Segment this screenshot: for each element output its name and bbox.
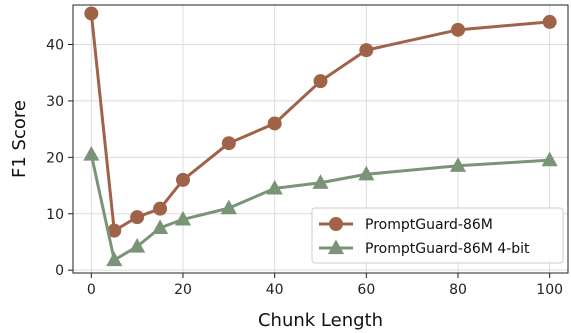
y-tick-label: 30 (46, 94, 64, 110)
y-tick-label: 0 (55, 263, 64, 279)
legend-label: PromptGuard-86M 4-bit (365, 241, 530, 257)
data-point (312, 174, 329, 189)
data-point (153, 201, 168, 216)
legend-label: PromptGuard-86M (365, 217, 493, 233)
data-point (266, 179, 283, 195)
legend-marker (327, 239, 345, 255)
data-point (129, 237, 146, 253)
data-point (107, 223, 122, 238)
axis-ticks: 0 20 40 60 80 100 0 10 20 30 40 (46, 37, 563, 298)
data-point (176, 172, 190, 187)
grid (73, 5, 568, 273)
series-1 (84, 6, 557, 238)
legend-marker (329, 217, 343, 231)
legend: PromptGuard-86M PromptGuard-86M 4-bit (311, 207, 564, 264)
series-line (89, 13, 550, 233)
series-group (83, 6, 558, 267)
data-point (358, 165, 375, 181)
y-axis-title: F1 Score (9, 100, 30, 178)
x-tick-label: 100 (536, 282, 563, 298)
x-tick-label: 0 (87, 282, 96, 298)
data-point (174, 210, 192, 226)
series-2 (83, 146, 558, 267)
data-point (449, 157, 467, 172)
x-tick-label: 80 (449, 282, 467, 298)
data-point (220, 199, 237, 215)
x-tick-label: 20 (174, 282, 192, 298)
data-point (541, 151, 558, 167)
x-tick-label: 60 (357, 282, 375, 298)
data-point (451, 22, 465, 37)
data-point (152, 219, 169, 234)
data-point (267, 116, 282, 131)
plot-frame (72, 4, 569, 274)
data-point (83, 146, 100, 161)
legend-box (311, 207, 564, 264)
y-tick-label: 20 (46, 150, 64, 166)
y-tick-label: 40 (46, 37, 64, 53)
x-axis-title: Chunk Length (258, 310, 383, 331)
y-tick-label: 10 (46, 207, 64, 223)
data-point (359, 43, 374, 58)
data-point (130, 210, 145, 225)
data-point (84, 6, 99, 21)
data-point (221, 136, 236, 151)
data-point (313, 74, 328, 89)
data-point (542, 14, 557, 29)
data-point (106, 251, 123, 267)
x-tick-label: 40 (266, 282, 284, 298)
